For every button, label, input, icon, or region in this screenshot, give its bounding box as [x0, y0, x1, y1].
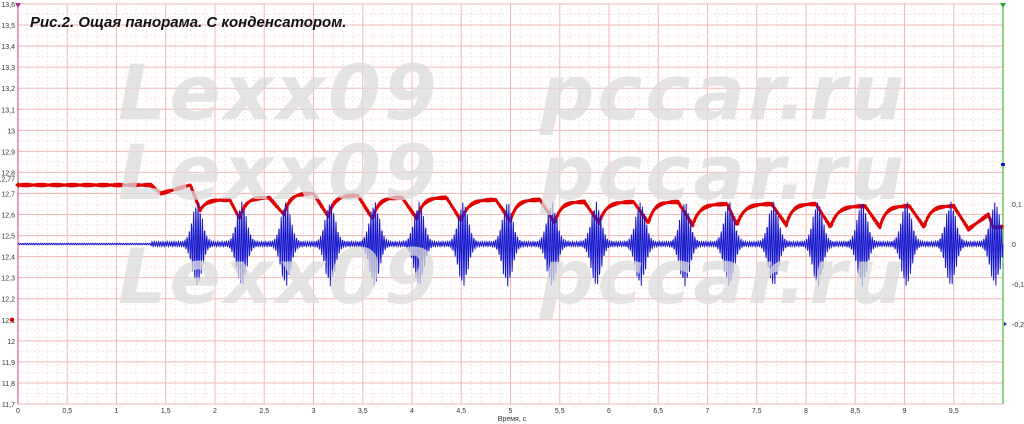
y-tick-label-left: 13,2: [1, 86, 15, 93]
time-cursor-left: [15, 3, 21, 8]
series-group: [17, 182, 1005, 287]
right-axis-pointer: [1004, 322, 1007, 326]
y-tick-label-right: 0,1: [1012, 202, 1022, 209]
series-line-blue: [17, 201, 1004, 287]
grid: [17, 3, 1004, 405]
time-cursor-right: [1000, 3, 1006, 8]
x-tick-label: 6: [607, 408, 611, 415]
y-tick-label-left: 12,1: [1, 318, 15, 325]
x-tick-label: 7: [706, 408, 710, 415]
chart-title: Рис.2. Ощая панорама. С конденсатором.: [30, 14, 347, 31]
x-tick-label: 6,5: [653, 408, 663, 415]
y-tick-label-right: -0,2: [1012, 322, 1024, 329]
x-tick-label: 9: [903, 408, 907, 415]
x-tick-label: 0: [16, 408, 20, 415]
x-tick-label: 4: [410, 408, 414, 415]
left-axis-marker: [9, 317, 15, 322]
y-tick-label-left: 12: [7, 339, 15, 346]
y-tick-label-left: 12,77: [0, 177, 15, 184]
right-y-axis: 0,1 0 -0,1 -0,2: [1000, 3, 1024, 404]
x-tick-label: 9,5: [949, 408, 959, 415]
y-tick-label-left: 12,7: [1, 191, 15, 198]
y-tick-label-left: 11,7: [2, 402, 15, 409]
x-tick-label: 8: [804, 408, 808, 415]
y-tick-label-left: 12,3: [1, 276, 15, 283]
y-tick-label-left: 13,3: [1, 65, 15, 72]
left-y-axis: 13,6 13,5 13,4 13,3 13,2 13,1 13 12,9 12,8 12,7 12…: [0, 2, 21, 409]
y-tick-label-right: 0: [1012, 242, 1016, 249]
x-tick-label: 7,5: [752, 408, 762, 415]
x-tick-label: 8,5: [850, 408, 860, 415]
y-tick-label-left: 11,9: [2, 360, 15, 367]
x-tick-label: 5: [509, 408, 513, 415]
x-tick-label: 0,5: [62, 408, 72, 415]
y-tick-label-left: 13,6: [1, 2, 15, 9]
y-tick-label-left: 12,9: [1, 149, 15, 156]
y-tick-label-left: 12,4: [1, 255, 15, 262]
x-tick-label: 1,5: [161, 408, 171, 415]
x-tick-label: 1: [115, 408, 119, 415]
y-tick-label-left: 13,1: [1, 107, 15, 114]
y-tick-label-left: 13: [7, 128, 15, 135]
y-tick-label-left: 12,6: [1, 213, 15, 220]
y-tick-label-left: 12,2: [1, 297, 15, 304]
x-tick-label: 4,5: [456, 408, 466, 415]
x-tick-label: 2,5: [259, 408, 269, 415]
y-tick-label-right: -0,1: [1012, 282, 1024, 289]
right-axis-marker: [1001, 163, 1005, 166]
y-tick-label-left: 12,8: [1, 170, 15, 177]
x-tick-label: 3: [312, 408, 316, 415]
x-axis-label: Время, с: [498, 416, 527, 423]
y-tick-label-left: 12,5: [1, 234, 15, 241]
x-tick-label: 5,5: [555, 408, 565, 415]
y-tick-label-left: 13,4: [1, 44, 15, 51]
x-tick-label: 3,5: [358, 408, 368, 415]
y-tick-label-left: 13,5: [1, 23, 15, 30]
x-axis: 0 0,5 1 1,5 2 2,5 3 3,5 4 4,5 5 5,5 6 6,5 7 7,5 8 8,5 9 9,5: [16, 408, 959, 415]
x-tick-label: 2: [213, 408, 217, 415]
y-tick-label-left: 11,8: [2, 381, 15, 388]
